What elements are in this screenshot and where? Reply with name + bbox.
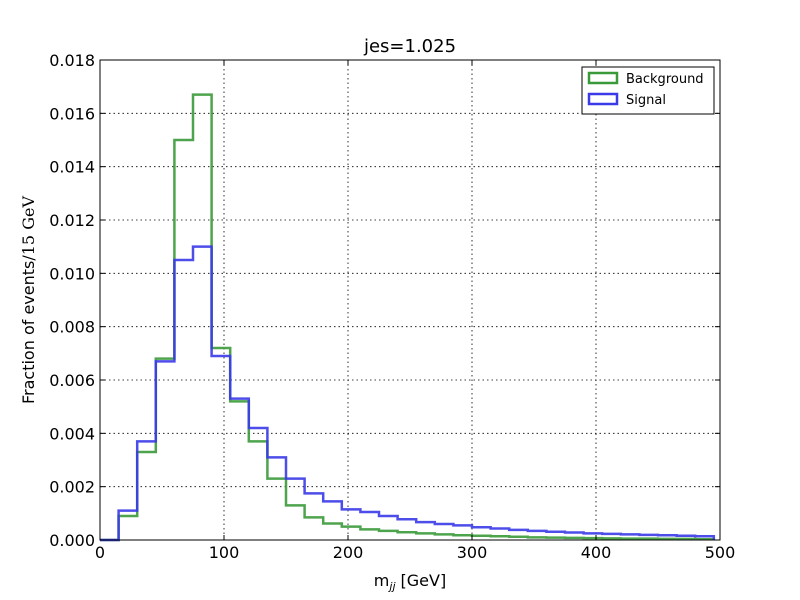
y-axis-label: Fraction of events/15 GeV — [19, 196, 38, 404]
plot-frame — [99, 59, 721, 541]
y-tick-label: 0.000 — [49, 531, 95, 550]
x-axis-label-unit: [GeV] — [401, 571, 447, 590]
y-tick-label: 0.014 — [49, 158, 95, 177]
y-axis-label-unit: /15 GeV — [19, 196, 38, 261]
x-tick-label: 0 — [95, 543, 105, 562]
y-tick-label: 0.010 — [49, 264, 95, 283]
legend-box — [581, 66, 715, 115]
legend-swatch-background — [587, 71, 619, 85]
y-tick-label: 0.018 — [49, 51, 95, 70]
grid-lines — [100, 60, 720, 540]
x-axis-label-subscript: jj — [387, 580, 396, 593]
axis-ticks: 0 100 200 300 400 500 0.000 0.002 0.004 0.006 0.00… — [49, 51, 735, 562]
series-layer — [100, 93, 716, 542]
legend-swatch-signal — [587, 92, 619, 106]
legend: Background Signal — [581, 66, 715, 115]
series-background-histogram — [100, 93, 716, 542]
x-tick-label: 200 — [333, 543, 364, 562]
y-tick-label: 0.002 — [49, 478, 95, 497]
chart-title: jes=1.025 — [363, 36, 456, 57]
x-tick-label: 100 — [209, 543, 240, 562]
x-tick-label: 300 — [457, 543, 488, 562]
x-axis-label-main: m — [374, 571, 390, 590]
y-tick-label: 0.016 — [49, 104, 95, 123]
y-tick-label: 0.004 — [49, 424, 95, 443]
y-tick-label: 0.006 — [49, 371, 95, 390]
series-signal-histogram — [100, 245, 716, 542]
y-axis-label-main: Fraction of events — [19, 261, 38, 404]
plot-background — [100, 60, 720, 540]
x-tick-label: 500 — [705, 543, 736, 562]
legend-label-signal: Signal — [626, 93, 666, 108]
y-tick-label: 0.008 — [49, 318, 95, 337]
y-tick-label: 0.012 — [49, 211, 95, 230]
legend-label-background: Background — [626, 72, 704, 87]
x-axis-label: mjj [GeV] — [374, 571, 446, 593]
x-tick-label: 400 — [581, 543, 612, 562]
